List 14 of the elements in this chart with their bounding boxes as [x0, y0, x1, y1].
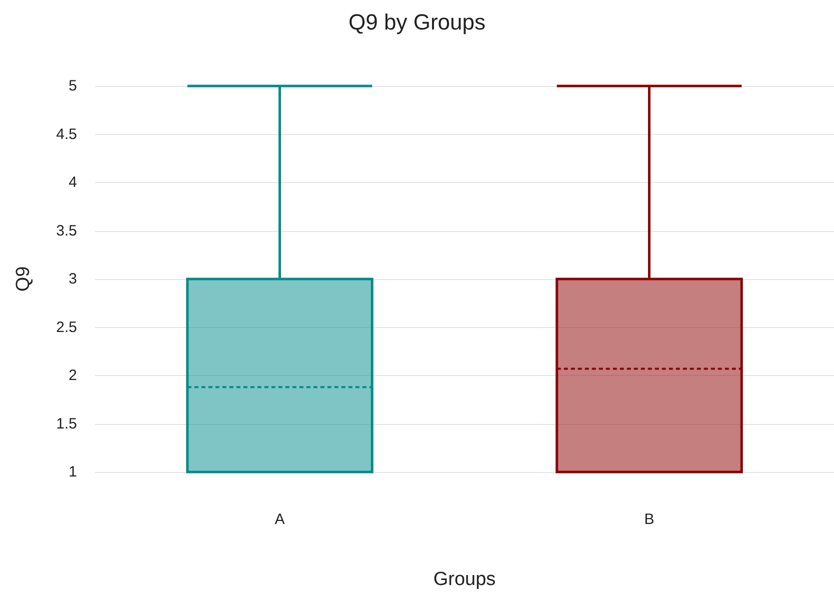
chart-title: Q9 by Groups	[348, 10, 486, 34]
y-tick-label: 1.5	[56, 415, 77, 432]
y-tick-label: 2	[68, 367, 77, 384]
y-tick-label: 3.5	[56, 222, 77, 240]
y-tick-label: 2.5	[56, 318, 77, 336]
y-tick-label: 5	[68, 78, 77, 94]
y-tick-label: 3	[68, 270, 77, 288]
x-tick-label: A	[274, 511, 285, 528]
x-tick-label: B	[644, 511, 654, 528]
y-tick-label: 1	[68, 464, 77, 480]
y-axis-title: Q9	[13, 266, 34, 292]
y-tick-label: 4.5	[56, 126, 77, 143]
y-tick-label: 4	[68, 174, 77, 191]
x-axis-title: Groups	[433, 569, 496, 590]
